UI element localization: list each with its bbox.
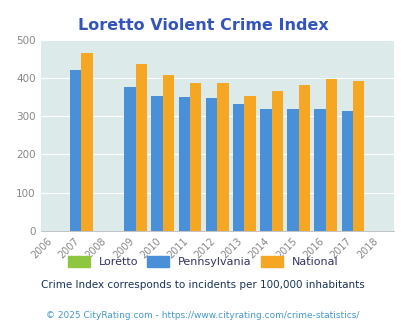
Bar: [325, 79, 337, 231]
Bar: [205, 98, 217, 231]
Bar: [287, 109, 298, 231]
Bar: [352, 81, 364, 231]
Text: Loretto Violent Crime Index: Loretto Violent Crime Index: [77, 18, 328, 33]
Text: © 2025 CityRating.com - https://www.cityrating.com/crime-statistics/: © 2025 CityRating.com - https://www.city…: [46, 311, 359, 320]
Bar: [314, 109, 325, 231]
Text: Crime Index corresponds to incidents per 100,000 inhabitants: Crime Index corresponds to incidents per…: [41, 280, 364, 290]
Bar: [271, 91, 282, 231]
Bar: [217, 83, 228, 231]
Bar: [162, 75, 174, 231]
Bar: [298, 85, 309, 231]
Bar: [151, 96, 162, 231]
Legend: Loretto, Pennsylvania, National: Loretto, Pennsylvania, National: [63, 251, 342, 271]
Bar: [244, 96, 255, 231]
Bar: [190, 83, 201, 231]
Bar: [341, 111, 352, 231]
Bar: [135, 64, 147, 231]
Bar: [260, 109, 271, 231]
Bar: [178, 97, 190, 231]
Bar: [81, 53, 92, 231]
Bar: [232, 104, 244, 231]
Bar: [70, 70, 81, 231]
Bar: [124, 87, 135, 231]
